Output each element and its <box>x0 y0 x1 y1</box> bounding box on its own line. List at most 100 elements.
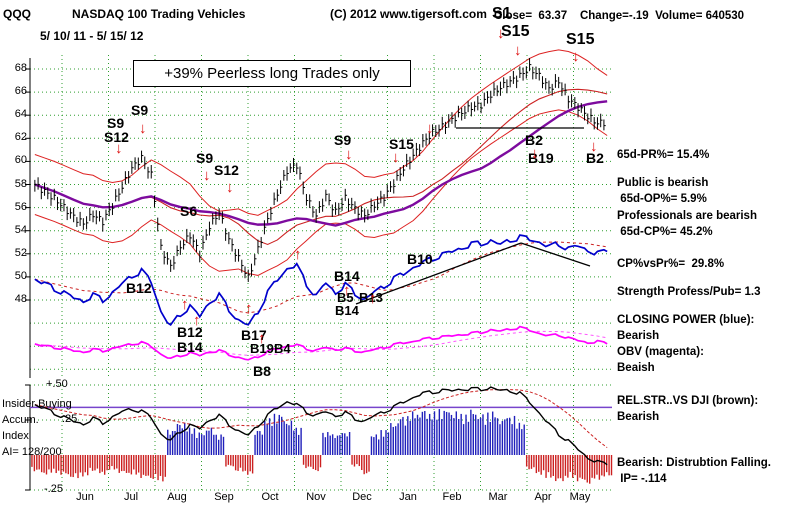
accum-hist-bar-up <box>411 411 414 455</box>
accum-hist-bar-up <box>193 428 196 455</box>
accum-hist-bar-up <box>373 437 375 455</box>
accum-hist-bar-down <box>99 455 101 474</box>
accum-hist-bar-down <box>540 455 542 475</box>
price-tick-label: 64 <box>14 108 27 121</box>
accum-hist-bar-up <box>324 437 327 455</box>
accum-hist-bar-up <box>222 436 225 455</box>
accum-hist-bar-down <box>564 455 567 476</box>
price-tick-label: 66 <box>14 85 27 98</box>
accum-hist-bar-up <box>290 420 293 455</box>
accum-hist-bar-down <box>356 455 358 465</box>
signal-label: B19 <box>528 150 554 166</box>
price-tick-label: 62 <box>14 131 27 144</box>
chart-title: NASDAQ 100 Trading Vehicles <box>72 7 246 21</box>
accum-hist-bar-up <box>523 424 525 455</box>
sell-arrow-down-icon: ↓ <box>226 179 234 196</box>
month-label: Nov <box>306 491 326 503</box>
accum-hist-bar-down <box>608 455 610 476</box>
accum-hist-bar-up <box>336 435 339 455</box>
accum-hist-bar-up <box>462 424 465 455</box>
accum-hist-bar-down <box>106 455 108 471</box>
sell-arrow-down-icon: ↓ <box>531 145 539 162</box>
stat-line: CLOSING POWER (blue): <box>617 314 755 326</box>
accum-hist-bar-up <box>390 423 392 455</box>
accum-hist-bar-up <box>217 439 220 455</box>
stat-line: 65d-OP%= 5.9% <box>617 193 707 205</box>
accum-hist-bar-down <box>314 455 317 471</box>
buy-arrow-up-icon: ↑ <box>245 300 253 317</box>
accum-hist-bar-up <box>431 419 433 455</box>
accum-hist-bar-down <box>576 455 579 482</box>
accum-hist-bar-down <box>150 455 152 478</box>
accum-hist-bar-down <box>555 455 557 482</box>
accum-hist-bar-down <box>53 455 55 469</box>
lower-left-label: Accum. <box>2 414 39 426</box>
accum-hist-bar-down <box>62 455 65 472</box>
accum-hist-bar-up <box>188 427 191 455</box>
accum-hist-bar-up <box>281 416 283 455</box>
accum-hist-bar-up <box>453 418 455 455</box>
accum-hist-bar-up <box>382 436 385 455</box>
buy-arrow-up-icon: ↑ <box>193 312 201 329</box>
accum-hist-bar-down <box>118 455 120 473</box>
accum-hist-bar-up <box>283 421 285 455</box>
accum-hist-bar-up <box>506 418 508 455</box>
price-tick-label: 52 <box>14 246 27 259</box>
accum-hist-bar-up <box>259 431 261 455</box>
accum-hist-bar-up <box>501 421 504 455</box>
performance-banner: +39% Peerless long Trades only <box>133 60 411 87</box>
signal-label: B12 <box>126 280 152 296</box>
accum-hist-bar-up <box>200 434 203 455</box>
accum-hist-bar-down <box>89 455 91 468</box>
lower-left-label: Index <box>2 430 29 442</box>
accum-hist-bar-up <box>205 430 208 455</box>
accum-hist-bar-up <box>472 414 474 455</box>
month-label: May <box>569 491 591 503</box>
stat-line: 65d-CP%= 45.2% <box>617 226 713 238</box>
accum-hist-bar-down <box>82 455 84 477</box>
accum-hist-bar-up <box>348 432 351 455</box>
month-label: Apr <box>534 491 552 503</box>
red-ma-line <box>34 88 608 246</box>
accum-hist-bar-up <box>266 424 268 455</box>
month-label: Feb <box>442 491 462 503</box>
accum-hist-bar-down <box>164 455 167 477</box>
month-label: Sep <box>214 491 234 503</box>
signal-label: B8 <box>253 363 271 379</box>
signal-label: S15 <box>389 136 414 152</box>
month-label: Aug <box>167 491 187 503</box>
accum-hist-bar-up <box>191 433 193 455</box>
signal-label: B17 <box>241 327 267 343</box>
accum-hist-bar-down <box>363 455 365 475</box>
accum-hist-bar-up <box>174 431 176 455</box>
stat-line: REL.STR..VS DJI (brown): <box>617 395 759 407</box>
date-range: 5/ 10/ 11 - 5/ 15/ 12 <box>40 29 144 43</box>
signal-label: B14 <box>177 339 203 355</box>
price-tick-label: 48 <box>14 293 27 305</box>
accum-hist-bar-down <box>542 455 545 471</box>
accum-hist-bar-up <box>256 430 259 455</box>
accum-hist-bar-down <box>312 455 314 470</box>
accum-hist-bar-up <box>394 426 397 455</box>
accum-hist-bar-down <box>123 455 125 471</box>
signal-label: S9 <box>131 102 149 118</box>
accum-hist-bar-down <box>239 455 242 468</box>
accum-hist-bar-up <box>387 432 390 455</box>
accum-hist-bar-up <box>511 424 513 455</box>
accum-hist-bar-down <box>365 455 368 474</box>
accum-hist-bar-down <box>547 455 550 473</box>
accum-hist-bar-up <box>494 417 496 455</box>
month-label: Jul <box>123 491 139 503</box>
stat-line: OBV (magenta): <box>617 346 704 358</box>
accum-hist-bar-up <box>176 424 179 455</box>
stat-line: IP= -.114 <box>617 473 667 485</box>
sell-arrow-down-icon: ↓ <box>590 138 598 155</box>
accum-hist-bar-down <box>38 455 40 470</box>
accum-hist-bar-down <box>232 455 234 467</box>
month-label: Dec <box>352 491 372 503</box>
accum-hist-bar-down <box>538 455 540 472</box>
accum-hist-bar-up <box>288 425 290 455</box>
accum-hist-bar-up <box>334 438 336 455</box>
accum-hist-bar-down <box>74 455 77 474</box>
accum-hist-bar-down <box>40 455 43 473</box>
